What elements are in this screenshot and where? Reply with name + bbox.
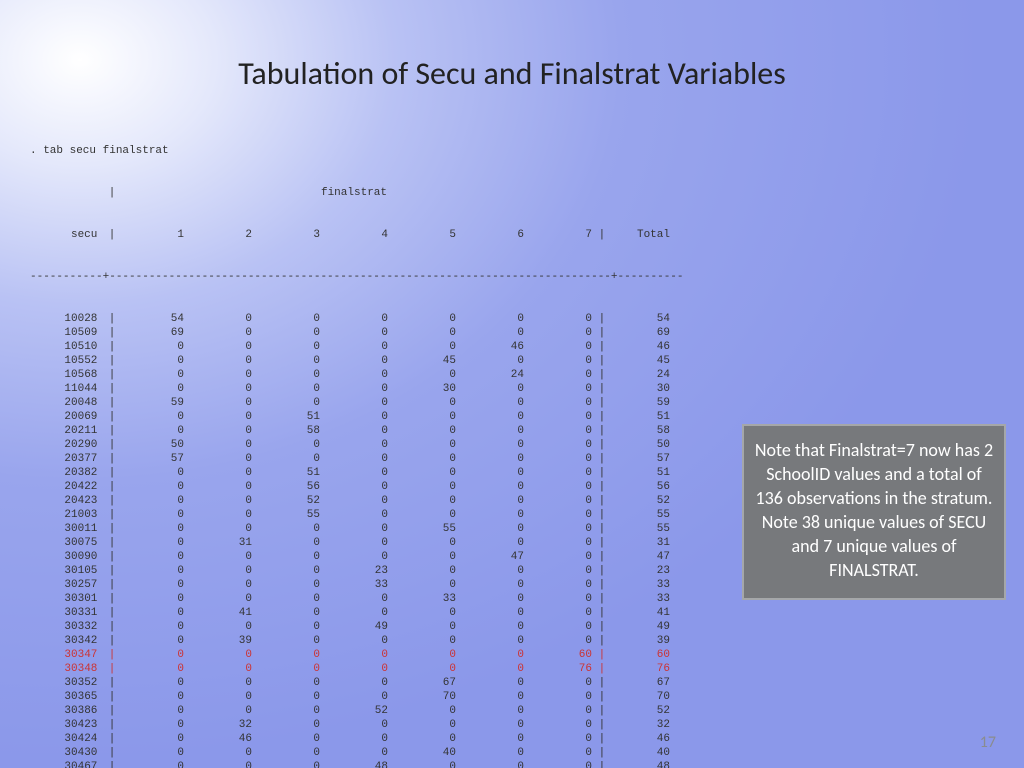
table-row: 30075 |03100000 |31 [30,536,684,550]
table-row: 20069 |00510000 |51 [30,410,684,424]
table-row: 20423 |00520000 |52 [30,494,684,508]
table-row: 30347 |00000060 |60 [30,648,684,662]
table-row: 10509 |69000000 |69 [30,326,684,340]
table-row: 30352 |00006700 |67 [30,676,684,690]
table-row: 20211 |00580000 |58 [30,424,684,438]
table-row: 30348 |00000076 |76 [30,662,684,676]
table-row: 30257 |00033000 |33 [30,578,684,592]
table-row: 10568 |00000240 |24 [30,368,684,382]
table-row: 30331 |04100000 |41 [30,606,684,620]
table-row: 21003 |00550000 |55 [30,508,684,522]
note-callout: Note that Finalstrat=7 now has 2 SchoolI… [742,424,1006,600]
col-header-row: secu |1234567 |Total [30,228,684,242]
table-row: 30386 |00052000 |52 [30,704,684,718]
stata-command: . tab secu finalstrat [30,144,684,158]
table-row: 10028 |54000000 |54 [30,312,684,326]
table-row: 30105 |00023000 |23 [30,564,684,578]
table-row: 20382 |00510000 |51 [30,466,684,480]
table-row: 20048 |59000000 |59 [30,396,684,410]
table-row: 11044 |00003000 |30 [30,382,684,396]
table-row: 30011 |00005500 |55 [30,522,684,536]
table-row: 30430 |00004000 |40 [30,746,684,760]
super-header: finalstrat [116,186,592,200]
table-row: 30332 |00049000 |49 [30,620,684,634]
table-row: 10510 |00000460 |46 [30,340,684,354]
stata-tabulation: . tab secu finalstrat | finalstrat secu … [30,116,684,768]
table-row: 30424 |04600000 |46 [30,732,684,746]
super-header-row: | finalstrat [30,186,684,200]
table-row: 30342 |03900000 |39 [30,634,684,648]
table-row: 30365 |00007000 |70 [30,690,684,704]
rule-top: -----------+----------------------------… [30,270,684,284]
page-title: Tabulation of Secu and Finalstrat Variab… [0,54,1024,93]
table-row: 30423 |03200000 |32 [30,718,684,732]
table-row: 30301 |00003300 |33 [30,592,684,606]
table-body: 10028 |54000000 |5410509 |69000000 |6910… [30,312,684,768]
table-row: 30467 |00048000 |48 [30,760,684,768]
table-row: 20377 |57000000 |57 [30,452,684,466]
table-row: 10552 |00004500 |45 [30,354,684,368]
page-number: 17 [980,733,996,752]
table-row: 30090 |00000470 |47 [30,550,684,564]
table-row: 20290 |50000000 |50 [30,438,684,452]
table-row: 20422 |00560000 |56 [30,480,684,494]
